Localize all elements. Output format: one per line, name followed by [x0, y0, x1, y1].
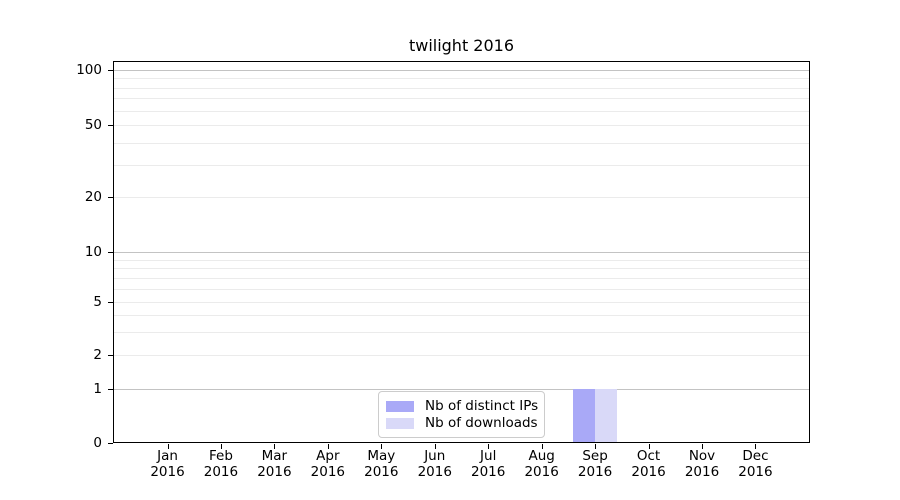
x-axis-tick: [434, 444, 436, 449]
x-axis-tick: [541, 444, 543, 449]
x-axis-tick: [220, 444, 222, 449]
x-axis-tick-year: 2016: [203, 463, 239, 480]
gridline-major: [114, 252, 809, 253]
y-axis-tick: [108, 302, 113, 303]
gridline-minor: [114, 125, 809, 126]
x-axis-tick-label: Nov 2016: [662, 448, 742, 480]
gridline-minor: [114, 197, 809, 198]
legend-swatch-distinct-ips: [386, 400, 414, 412]
y-axis-tick-label: 5: [93, 294, 102, 310]
gridline-minor: [114, 288, 809, 290]
x-axis-tick: [381, 444, 383, 449]
x-axis-tick-label: Dec 2016: [715, 448, 795, 480]
bar-distinct-ips: [573, 389, 596, 442]
y-axis-tick-label: 20: [84, 189, 102, 205]
legend: Nb of distinct IPs Nb of downloads: [378, 391, 545, 438]
y-axis-tick-label: 10: [84, 244, 102, 260]
y-axis-tick: [108, 252, 113, 253]
y-axis-tick: [108, 355, 113, 356]
x-axis-tick-year: 2016: [738, 463, 773, 480]
x-axis-tick-year: 2016: [364, 463, 399, 480]
gridline-minor: [114, 355, 809, 356]
plot-area: [113, 61, 810, 443]
x-axis-tick-label: Oct 2016: [609, 448, 689, 480]
x-axis-tick-label: Aug 2016: [502, 448, 582, 480]
y-axis-tick-label: 1: [93, 381, 102, 397]
bar-downloads: [595, 389, 618, 442]
x-axis-tick: [755, 444, 757, 449]
y-axis-tick: [108, 389, 113, 390]
gridline-minor: [114, 259, 809, 261]
x-axis-tick-year: 2016: [257, 463, 292, 480]
x-axis-tick-year: 2016: [471, 463, 506, 480]
y-axis-tick: [108, 197, 113, 198]
legend-label-downloads: Nb of downloads: [425, 415, 538, 431]
gridline-minor: [114, 268, 809, 270]
y-axis-tick-label: 0: [93, 435, 102, 451]
y-axis-tick: [108, 70, 113, 71]
x-axis-tick-label: Feb 2016: [181, 448, 261, 480]
gridline-minor: [114, 302, 809, 303]
gridline-minor: [114, 98, 809, 100]
gridline-minor: [114, 277, 809, 279]
x-axis-tick-label: Jan 2016: [128, 448, 208, 480]
x-axis-tick: [167, 444, 169, 449]
x-axis-tick-label: Mar 2016: [234, 448, 314, 480]
legend-item-downloads: Nb of downloads: [386, 415, 538, 431]
legend-label-distinct-ips: Nb of distinct IPs: [425, 398, 539, 414]
x-axis-tick-year: 2016: [150, 463, 185, 480]
y-axis-tick-label: 100: [76, 62, 102, 78]
x-axis-tick-label: Jun 2016: [395, 448, 475, 480]
gridline-minor: [114, 165, 809, 167]
gridline-minor: [114, 142, 809, 144]
y-axis-tick: [108, 443, 113, 444]
legend-item-distinct-ips: Nb of distinct IPs: [386, 398, 539, 414]
x-axis-tick-label: May 2016: [341, 448, 421, 480]
gridline-major: [114, 70, 809, 71]
x-axis-tick-year: 2016: [524, 463, 559, 480]
x-axis-tick: [595, 444, 597, 449]
y-axis-tick: [108, 125, 113, 126]
x-axis-tick-year: 2016: [577, 463, 613, 480]
x-axis-tick-year: 2016: [310, 463, 346, 480]
x-axis-tick: [648, 444, 650, 449]
x-axis-tick-year: 2016: [417, 463, 452, 480]
x-axis-tick-label: Jul 2016: [448, 448, 528, 480]
chart-title: twilight 2016: [408, 36, 515, 55]
legend-swatch-downloads: [386, 417, 414, 429]
gridline-major: [114, 389, 809, 390]
x-axis-tick: [702, 444, 703, 449]
gridline-minor: [114, 87, 809, 89]
gridline-minor: [114, 314, 809, 316]
y-axis-tick-label: 50: [84, 117, 102, 133]
x-axis-tick: [488, 444, 490, 449]
x-axis-tick-year: 2016: [631, 463, 666, 480]
y-axis-tick-label: 2: [93, 347, 102, 363]
gridline-minor: [114, 331, 809, 333]
x-axis-tick-year: 2016: [684, 463, 720, 480]
x-axis-tick-label: Apr 2016: [288, 448, 368, 480]
gridline-minor: [114, 110, 809, 112]
x-axis-tick: [327, 444, 329, 449]
gridline-minor: [114, 78, 809, 80]
x-axis-tick-label: Sep 2016: [555, 448, 635, 480]
x-axis-tick: [274, 444, 276, 449]
